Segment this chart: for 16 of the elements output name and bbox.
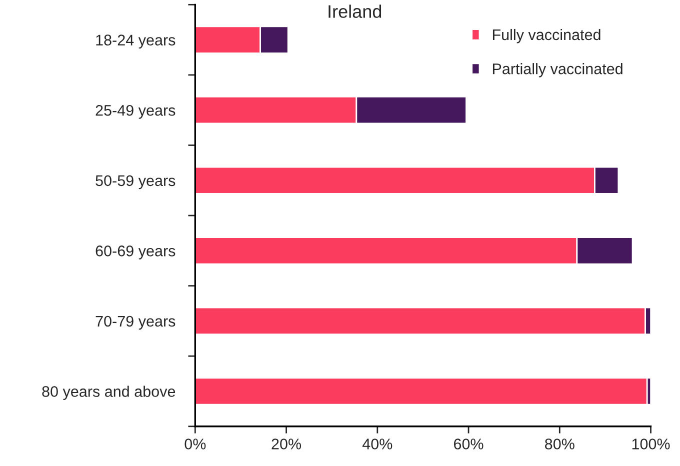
x-tick-label: 20% bbox=[272, 438, 302, 450]
y-tick-label: 80 years and above bbox=[42, 386, 176, 400]
legend-label: Fully vaccinated bbox=[492, 28, 600, 44]
y-tick-label: 25-49 years bbox=[96, 104, 176, 119]
x-tick-label: 100% bbox=[632, 438, 670, 450]
x-tick-label: 80% bbox=[545, 438, 574, 450]
y-tick-label: 50-59 years bbox=[96, 175, 176, 190]
x-tick-label: 60% bbox=[454, 438, 484, 450]
x-tick-label: 0% bbox=[184, 438, 206, 450]
legend-label: Partially vaccinated bbox=[492, 63, 622, 78]
x-tick-label: 40% bbox=[362, 438, 392, 450]
bar bbox=[195, 377, 648, 406]
y-tick-label: 70-79 years bbox=[96, 316, 176, 330]
y-tick-label: 18-24 years bbox=[96, 34, 176, 49]
y-tick-label: 60-69 years bbox=[96, 246, 176, 260]
chart-title: Ireland bbox=[328, 4, 382, 18]
